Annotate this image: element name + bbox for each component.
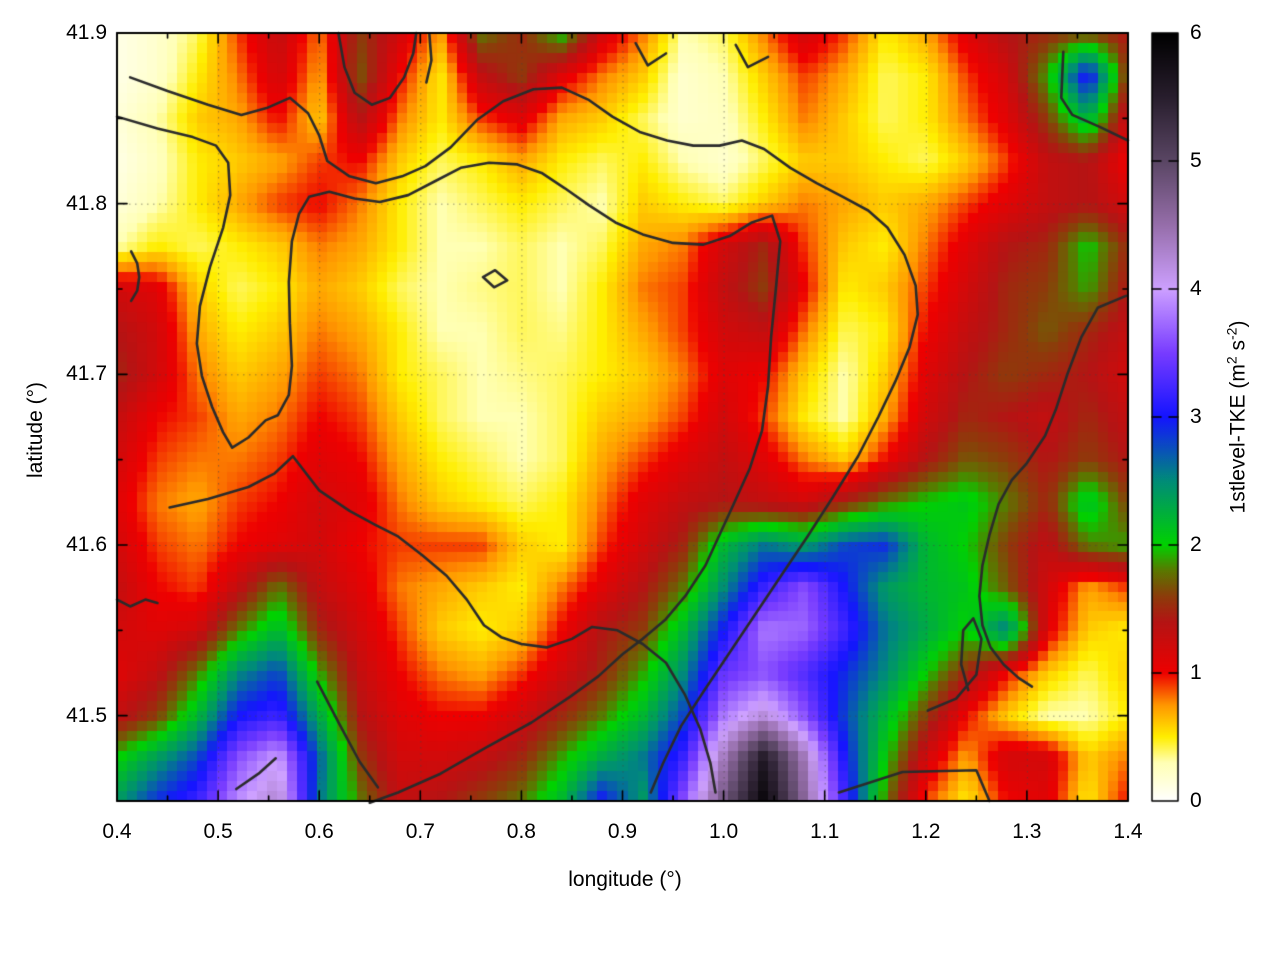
y-tick-label: 41.6 — [66, 533, 107, 556]
x-tick-label: 1.0 — [708, 820, 739, 843]
y-axis-label: latitude (°) — [24, 382, 47, 478]
x-tick-label: 1.4 — [1113, 820, 1143, 843]
colorbar-tick-label: 1 — [1190, 661, 1202, 684]
x-tick-label: 1.1 — [810, 820, 840, 843]
x-tick-label: 1.3 — [1012, 820, 1042, 843]
colorbar-tick-label: 3 — [1190, 405, 1202, 428]
colorbar-label: 1stlevel-TKE (m2 s-2) — [1224, 321, 1251, 514]
colorbar-tick-label: 2 — [1190, 533, 1202, 556]
x-tick-label: 0.9 — [607, 820, 638, 843]
y-tick-label: 41.5 — [66, 703, 107, 727]
x-tick-label: 0.4 — [102, 820, 132, 843]
colorbar-label-mid: s — [1226, 339, 1250, 357]
y-tick-label: 41.9 — [66, 21, 107, 44]
x-tick-label: 0.6 — [304, 820, 334, 843]
x-tick-label: 1.2 — [911, 820, 941, 843]
y-tick-label: 41.7 — [66, 362, 107, 386]
colorbar-label-suffix: ) — [1226, 320, 1250, 328]
colorbar-tick-label: 0 — [1190, 789, 1202, 812]
x-tick-label: 0.7 — [405, 820, 435, 843]
colorbar-tick-label: 5 — [1190, 149, 1202, 172]
colorbar-label-text: 1stlevel-TKE (m — [1226, 364, 1250, 514]
colorbar-label-sup-1: 2 — [1223, 356, 1240, 365]
colorbar-tick-label: 4 — [1190, 277, 1202, 300]
x-tick-label: 0.5 — [203, 820, 233, 843]
x-tick-label: 0.8 — [506, 820, 536, 843]
y-tick-label: 41.8 — [66, 191, 107, 215]
x-axis-label: longitude (°) — [568, 868, 682, 891]
colorbar-tick-label: 6 — [1190, 21, 1202, 44]
colorbar-label-sup-2: -2 — [1223, 327, 1240, 340]
